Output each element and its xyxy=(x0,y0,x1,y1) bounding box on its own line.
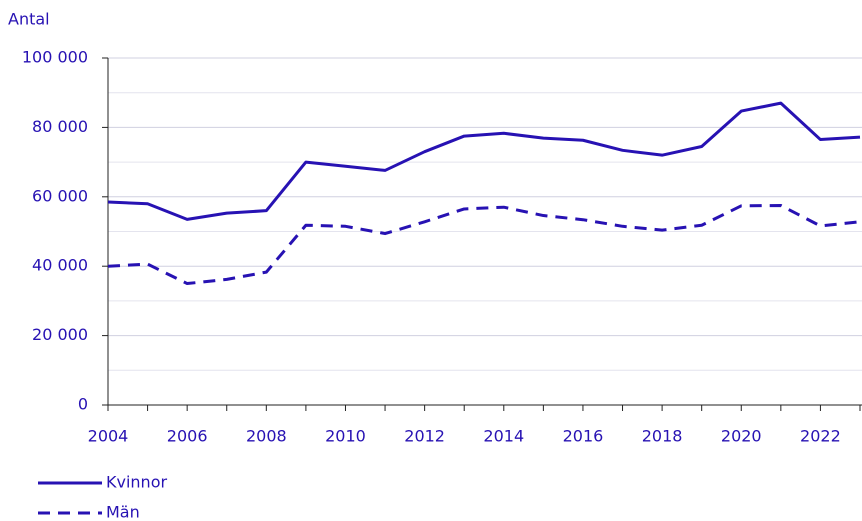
legend-label: Kvinnor xyxy=(106,473,167,492)
y-axis-label: Antal xyxy=(8,10,50,29)
x-tick-label: 2008 xyxy=(246,427,287,446)
x-tick-label: 2014 xyxy=(483,427,524,446)
x-tick-label: 2006 xyxy=(167,427,208,446)
y-tick-label: 80 000 xyxy=(32,117,88,136)
x-tick-label: 2016 xyxy=(563,427,604,446)
y-tick-label: 20 000 xyxy=(32,325,88,344)
y-tick-label: 100 000 xyxy=(22,48,88,67)
y-tick-label: 0 xyxy=(78,395,88,414)
x-tick-label: 2010 xyxy=(325,427,366,446)
x-tick-label: 2018 xyxy=(642,427,683,446)
x-tick-label: 2012 xyxy=(404,427,445,446)
x-tick-label: 2020 xyxy=(721,427,762,446)
line-series xyxy=(107,203,861,286)
x-tick-label: 2022 xyxy=(800,427,841,446)
line-series xyxy=(107,101,861,221)
x-tick-label: 2004 xyxy=(88,427,129,446)
y-tick-label: 60 000 xyxy=(32,186,88,205)
legend-label: Män xyxy=(106,503,140,521)
y-tick-label: 40 000 xyxy=(32,256,88,275)
